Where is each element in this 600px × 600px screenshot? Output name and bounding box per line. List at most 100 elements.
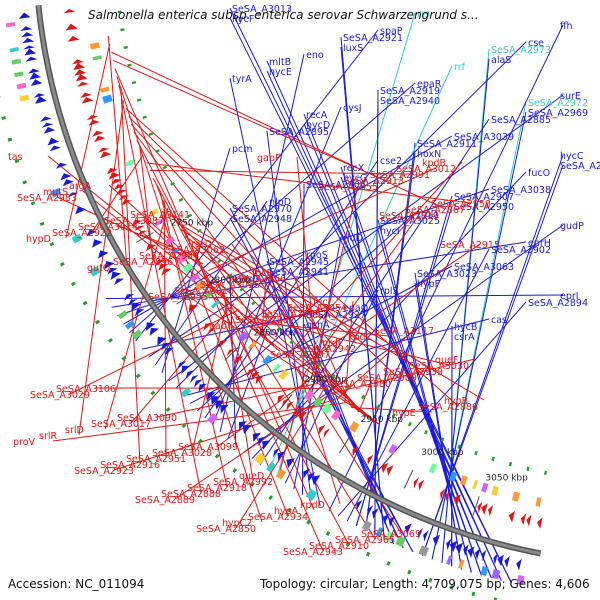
- forward-gene-arrow: [114, 278, 125, 286]
- reverse-gene-arrow: [86, 115, 99, 121]
- reverse-label-line: [187, 295, 381, 426]
- tick-mark: [214, 453, 220, 459]
- tick-mark: [14, 159, 20, 164]
- forward-gene-arrow: [497, 554, 504, 567]
- reverse-gene-label: hypE: [392, 408, 416, 419]
- reverse-gene-label: SeSA_A3016: [174, 286, 234, 297]
- forward-gene-arrow: [449, 540, 458, 553]
- forward-gene-label: alaS: [491, 55, 511, 66]
- forward-gene-label: SeSA_A3039: [454, 132, 514, 143]
- reverse-gene-label: SeSA_A2918: [187, 483, 247, 494]
- forward-gene-label: gshA: [306, 320, 330, 331]
- cog-block: [175, 253, 188, 265]
- reverse-gene-label: srlR: [39, 431, 57, 442]
- forward-gene-arrow: [98, 250, 109, 259]
- reverse-gene-arrow: [477, 501, 483, 513]
- cog-block: [480, 565, 489, 577]
- tick-mark: [59, 261, 65, 267]
- reverse-gene-label: SeSA_A3014: [78, 222, 138, 233]
- reverse-label-line: [149, 169, 411, 175]
- reverse-label-line: [152, 177, 350, 546]
- cog-block: [385, 531, 395, 543]
- cog-block: [266, 461, 276, 473]
- forward-gene-label: SeSA_A3013: [232, 4, 292, 15]
- reverse-gene-arrow: [277, 394, 285, 404]
- tick-mark: [407, 569, 412, 575]
- reverse-gene-label: SeSA_A2984: [139, 251, 199, 262]
- reverse-gene-label: SeSA_A2916: [100, 460, 160, 471]
- forward-gene-label: epaQ: [343, 303, 368, 314]
- forward-gene-arrow: [181, 365, 191, 374]
- tick-mark: [49, 242, 55, 247]
- cog-block: [446, 555, 453, 566]
- tick-mark: [302, 351, 308, 356]
- reverse-gene-label: SeSA_A3141: [130, 210, 190, 221]
- reverse-gene-label: hypB: [444, 396, 468, 407]
- reverse-gene-label: SeSA_A2951: [126, 454, 186, 465]
- forward-label-line: [328, 24, 564, 512]
- reverse-gene-arrow: [106, 168, 118, 175]
- forward-label-line: [303, 113, 492, 579]
- kbp-tick-line: [278, 394, 293, 411]
- reverse-label-line: [116, 76, 263, 523]
- forward-label-line: [111, 241, 527, 308]
- tick-mark: [228, 273, 233, 278]
- reverse-gene-arrow: [367, 454, 374, 466]
- reverse-gene-arrow: [386, 465, 394, 476]
- kbp-tick-line: [472, 496, 480, 516]
- reverse-gene-label: SeSA_A2909: [357, 373, 417, 384]
- forward-gene-label: recA: [306, 110, 328, 121]
- forward-label-line: [168, 94, 564, 382]
- forward-gene-label: cysH: [269, 327, 292, 338]
- reverse-gene-label: SeSA_A2889: [135, 495, 195, 506]
- forward-gene-label: SeSA_A2945: [269, 257, 329, 268]
- reverse-label-line: [107, 35, 128, 268]
- reverse-gene-label: SeSA_A2880: [331, 379, 391, 390]
- forward-gene-label: SeSA_A2972: [528, 98, 588, 109]
- forward-gene-arrow: [242, 425, 252, 435]
- tick-mark: [148, 132, 154, 136]
- reverse-gene-label: argA: [69, 181, 92, 192]
- tick-mark: [127, 63, 132, 67]
- reverse-gene-label: hypD: [26, 234, 51, 245]
- reverse-label-line: [125, 108, 459, 407]
- forward-gene-label: ffh: [560, 21, 573, 32]
- tick-mark: [508, 461, 513, 467]
- forward-label-line: [182, 318, 490, 397]
- kbp-tick-line: [224, 346, 240, 361]
- reverse-label-line: [128, 115, 398, 378]
- forward-gene-label: cysJ: [343, 103, 362, 114]
- forward-gene-label: hoxN: [417, 149, 441, 160]
- cog-block: [92, 55, 102, 61]
- forward-gene-label: pcm: [232, 144, 253, 155]
- forward-gene-arrow: [131, 302, 141, 311]
- reverse-gene-label: gutQ: [87, 263, 110, 274]
- cog-block: [182, 262, 194, 274]
- reverse-gene-label: SeSA_A3030: [409, 361, 469, 372]
- forward-gene-label: SeSA_A2970: [232, 204, 292, 215]
- reverse-gene-label: SeSA_A3099: [178, 442, 238, 453]
- forward-label-line: [266, 70, 502, 581]
- cog-block: [271, 363, 281, 373]
- reverse-gene-label: fucI: [313, 297, 330, 308]
- reverse-gene-arrow: [137, 230, 148, 237]
- tick-mark: [107, 338, 113, 343]
- tick-mark: [474, 450, 478, 456]
- reverse-gene-arrow: [111, 178, 123, 185]
- forward-gene-arrow: [273, 447, 281, 458]
- cog-block: [312, 396, 324, 408]
- forward-gene-arrow: [211, 396, 220, 406]
- cog-block: [459, 475, 468, 486]
- forward-gene-arrow: [24, 48, 37, 56]
- reverse-label-line: [112, 59, 385, 181]
- tick-mark: [457, 444, 462, 449]
- forward-gene-arrow: [262, 440, 271, 450]
- reverse-gene-label: SeSA_A2867: [405, 205, 465, 216]
- forward-label-line: [129, 82, 416, 333]
- reverse-gene-label: SeSA_A3090: [117, 413, 177, 424]
- forward-gene-label: SeSA_A2906: [306, 180, 366, 191]
- forward-gene-label: SeSA_A2927: [306, 310, 366, 321]
- forward-gene-label: epaR: [417, 79, 442, 90]
- reverse-gene-arrow: [295, 408, 303, 418]
- tick-mark: [187, 213, 193, 218]
